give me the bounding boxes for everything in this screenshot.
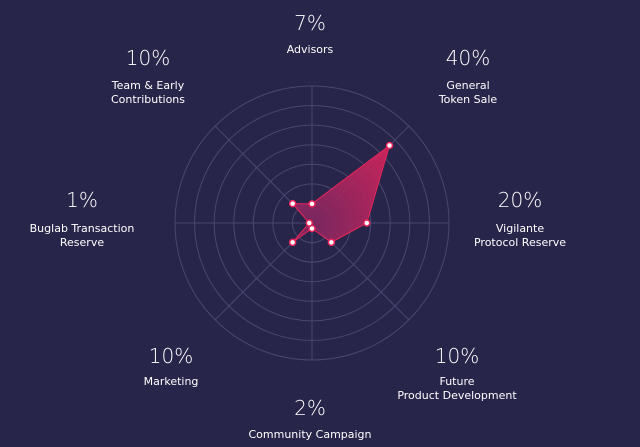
category-label: General Token Sale [438,79,498,106]
radar-area [291,144,391,243]
value-label: 2% [294,396,326,420]
data-point[interactable] [385,141,394,150]
category-label: Community Campaign [248,428,372,441]
data-point[interactable] [308,200,316,208]
category-label: Marketing [143,375,199,388]
category-label: Future Product Development [397,375,517,402]
value-label: 7% [294,11,326,35]
value-label: 20% [497,188,543,212]
value-label: 10% [434,344,480,368]
value-label: 40% [445,46,491,70]
category-label: Advisors [286,43,334,56]
category-label: Buglab Transaction Reserve [29,222,135,249]
data-point[interactable] [363,219,371,227]
data-point[interactable] [327,238,336,247]
category-label: Team & Early Contributions [110,79,186,106]
category-label: Vigilante Protocol Reserve [473,222,567,249]
value-label: 10% [125,46,171,70]
data-point[interactable] [305,219,314,227]
value-label: 1% [66,188,98,212]
value-label: 10% [148,344,194,368]
data-point[interactable] [288,199,297,208]
data-point[interactable] [288,238,297,247]
series-area [291,144,391,243]
radar-points [288,141,394,247]
